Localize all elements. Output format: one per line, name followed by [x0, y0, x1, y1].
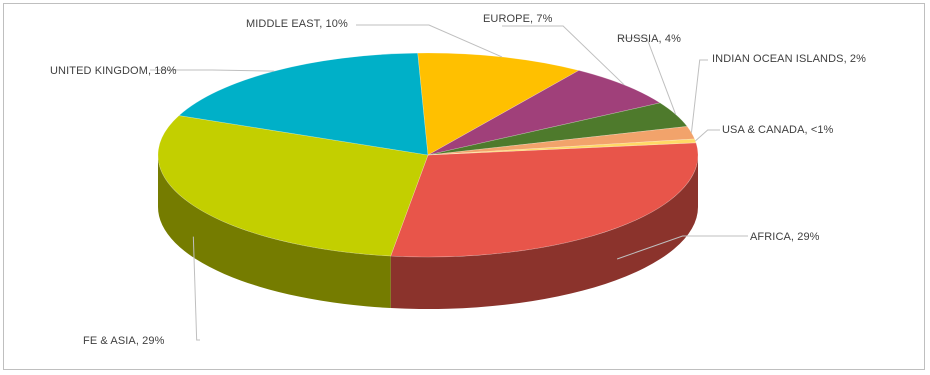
label-africa: AFRICA, 29%	[750, 231, 820, 243]
leader-middle-east	[356, 24, 503, 58]
side-africa	[390, 155, 698, 309]
side-fe-asia	[157, 155, 391, 309]
label-usa-canada: USA & CANADA, <1%	[722, 124, 834, 136]
leader-fe-asia	[192, 236, 200, 341]
slice-united-kingdom	[178, 52, 429, 156]
slice-fe-asia	[157, 115, 429, 257]
label-fe-asia: FE & ASIA, 29%	[83, 335, 165, 347]
leader-indian-ocean-islands	[690, 59, 708, 133]
slice-africa	[390, 142, 699, 258]
pie-tops	[157, 52, 699, 258]
label-europe: EUROPE, 7%	[483, 13, 553, 25]
leader-united-kingdom	[150, 69, 275, 72]
leader-africa	[616, 235, 748, 260]
pie-sides	[157, 155, 698, 309]
label-russia: RUSSIA, 4%	[617, 33, 681, 45]
slice-usa-canada	[427, 138, 697, 156]
leader-lines	[150, 24, 748, 341]
slice-labels: AFRICA, 29% FE & ASIA, 29% UNITED KINGDO…	[50, 13, 866, 347]
leader-russia	[618, 37, 677, 115]
label-united-kingdom: UNITED KINGDOM, 18%	[50, 65, 177, 77]
leader-usa-canada	[695, 129, 720, 142]
leader-europe	[502, 25, 625, 86]
label-middle-east: MIDDLE EAST, 10%	[246, 18, 348, 30]
label-indian-ocean-islands: INDIAN OCEAN ISLANDS, 2%	[712, 53, 866, 65]
